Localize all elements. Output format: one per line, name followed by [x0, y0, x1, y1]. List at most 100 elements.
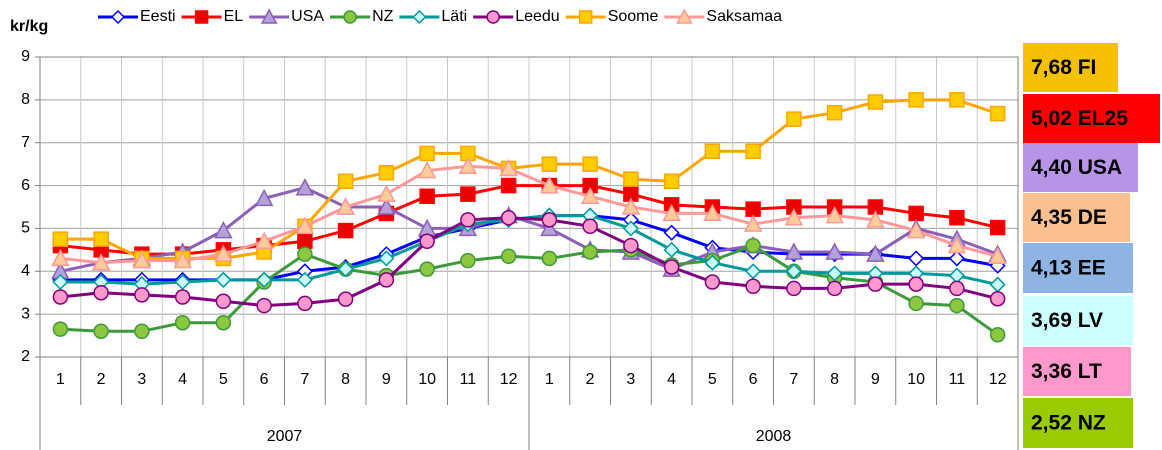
x-tick-label: 6 [260, 371, 269, 388]
legend-label: Saksamaa [706, 8, 782, 25]
marker [908, 250, 925, 267]
marker [906, 220, 926, 239]
marker [663, 224, 680, 241]
marker [703, 203, 722, 222]
annotation: 4,35 DE [1031, 206, 1107, 229]
marker [541, 156, 558, 172]
marker [52, 289, 69, 305]
x-tick-label: 2 [586, 371, 595, 388]
legend-label: Läti [441, 8, 467, 25]
annotation: 3,36 LT [1031, 360, 1102, 383]
marker [215, 293, 232, 310]
annotation-box [1023, 43, 1118, 92]
x-tick-label: 12 [500, 371, 518, 388]
marker [786, 111, 802, 127]
y-tick-label: 9 [21, 48, 30, 65]
x-tick-label: 11 [460, 371, 477, 388]
marker [336, 197, 355, 215]
marker [214, 220, 233, 239]
x-tick-label: 8 [341, 371, 350, 388]
y-tick-label: 6 [21, 177, 30, 194]
series [51, 156, 1007, 271]
annotation-box [1023, 398, 1133, 448]
marker [663, 259, 680, 275]
marker [93, 284, 109, 301]
marker [460, 252, 476, 269]
x-tick-label: 5 [708, 371, 717, 388]
marker [52, 321, 69, 337]
annotation: 4,40 USA [1031, 156, 1122, 179]
marker [908, 276, 924, 292]
legend-label: Soome [608, 8, 659, 25]
marker [337, 222, 354, 239]
marker [541, 250, 558, 267]
marker [378, 272, 395, 288]
marker [254, 231, 274, 250]
marker [460, 186, 476, 202]
marker [988, 246, 1007, 265]
x-tick-label: 8 [830, 371, 839, 388]
annotation: 2,52 NZ [1031, 412, 1106, 435]
marker [949, 92, 965, 108]
marker [784, 208, 804, 226]
marker [419, 261, 435, 277]
annotation: 3,69 LV [1031, 309, 1103, 332]
marker [295, 216, 315, 235]
marker [214, 244, 233, 262]
legend-marker [412, 9, 427, 25]
x-tick-label: 5 [219, 371, 228, 388]
x-tick-label: 9 [382, 371, 391, 388]
marker [417, 160, 437, 179]
marker [989, 276, 1006, 293]
x-tick-label: 1 [56, 371, 65, 388]
legend-label: Leedu [515, 8, 560, 25]
x-tick-label: 3 [137, 371, 146, 388]
legend-marker [194, 10, 209, 24]
y-tick-label: 4 [21, 263, 30, 280]
marker [215, 314, 232, 331]
annotation: 4,13 EE [1031, 257, 1106, 280]
marker [93, 231, 109, 247]
marker [908, 92, 924, 108]
marker [704, 143, 721, 160]
marker [662, 203, 681, 222]
marker [989, 326, 1006, 343]
marker [296, 271, 313, 288]
marker [500, 209, 517, 226]
marker [989, 219, 1006, 236]
marker [52, 273, 69, 291]
marker [500, 177, 517, 194]
marker [908, 295, 924, 312]
marker [174, 273, 191, 291]
marker [337, 291, 354, 307]
marker [663, 173, 680, 190]
marker [663, 241, 680, 258]
marker [51, 248, 70, 267]
marker [949, 280, 965, 297]
y-tick-label: 8 [21, 91, 30, 108]
marker [704, 274, 721, 290]
x-group-label: 2008 [756, 428, 792, 445]
marker [867, 94, 884, 110]
annotation: 7,68 FI [1031, 56, 1096, 79]
marker [256, 271, 273, 288]
marker [623, 171, 639, 187]
marker [173, 250, 192, 269]
x-tick-label: 10 [418, 371, 436, 388]
marker [949, 297, 965, 314]
series [52, 209, 1006, 314]
marker [866, 210, 885, 228]
marker [297, 295, 313, 312]
x-tick-label: 12 [989, 371, 1007, 388]
x-tick-label: 10 [907, 371, 925, 388]
marker [337, 173, 354, 190]
marker [582, 156, 598, 172]
marker [295, 178, 315, 196]
marker [52, 231, 69, 247]
marker [458, 156, 478, 175]
y-axis-label: kr/kg [10, 18, 48, 35]
x-tick-label: 7 [300, 371, 309, 388]
marker [377, 197, 396, 215]
marker [949, 209, 965, 226]
